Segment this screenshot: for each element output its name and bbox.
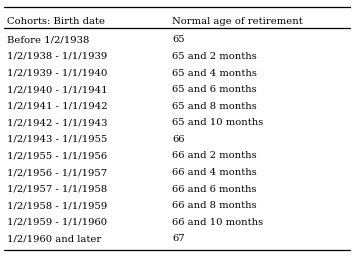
Text: 1/2/1959 - 1/1/1960: 1/2/1959 - 1/1/1960 bbox=[7, 218, 107, 227]
Text: 65 and 8 months: 65 and 8 months bbox=[172, 102, 257, 111]
Text: 1/2/1956 - 1/1/1957: 1/2/1956 - 1/1/1957 bbox=[7, 168, 107, 177]
Text: 66 and 4 months: 66 and 4 months bbox=[172, 168, 257, 177]
Text: 67: 67 bbox=[172, 235, 185, 244]
Text: 65 and 10 months: 65 and 10 months bbox=[172, 118, 263, 127]
Text: 65 and 4 months: 65 and 4 months bbox=[172, 69, 257, 78]
Text: Normal age of retirement: Normal age of retirement bbox=[172, 17, 303, 26]
Text: 66 and 10 months: 66 and 10 months bbox=[172, 218, 263, 227]
Text: 1/2/1938 - 1/1/1939: 1/2/1938 - 1/1/1939 bbox=[7, 52, 107, 61]
Text: 1/2/1941 - 1/1/1942: 1/2/1941 - 1/1/1942 bbox=[7, 102, 108, 111]
Text: 1/2/1942 - 1/1/1943: 1/2/1942 - 1/1/1943 bbox=[7, 118, 108, 127]
Text: 66 and 8 months: 66 and 8 months bbox=[172, 201, 257, 210]
Text: Before 1/2/1938: Before 1/2/1938 bbox=[7, 35, 89, 44]
Text: 66 and 6 months: 66 and 6 months bbox=[172, 185, 257, 194]
Text: 1/2/1939 - 1/1/1940: 1/2/1939 - 1/1/1940 bbox=[7, 69, 108, 78]
Text: 1/2/1943 - 1/1/1955: 1/2/1943 - 1/1/1955 bbox=[7, 135, 108, 144]
Text: 66: 66 bbox=[172, 135, 185, 144]
Text: 65 and 6 months: 65 and 6 months bbox=[172, 85, 257, 94]
Text: 66 and 2 months: 66 and 2 months bbox=[172, 152, 257, 161]
Text: 1/2/1960 and later: 1/2/1960 and later bbox=[7, 235, 101, 244]
Text: 1/2/1940 - 1/1/1941: 1/2/1940 - 1/1/1941 bbox=[7, 85, 108, 94]
Text: 1/2/1957 - 1/1/1958: 1/2/1957 - 1/1/1958 bbox=[7, 185, 107, 194]
Text: 1/2/1958 - 1/1/1959: 1/2/1958 - 1/1/1959 bbox=[7, 201, 107, 210]
Text: 65 and 2 months: 65 and 2 months bbox=[172, 52, 257, 61]
Text: 65: 65 bbox=[172, 35, 185, 44]
Text: 1/2/1955 - 1/1/1956: 1/2/1955 - 1/1/1956 bbox=[7, 152, 107, 161]
Text: Cohorts: Birth date: Cohorts: Birth date bbox=[7, 17, 105, 26]
